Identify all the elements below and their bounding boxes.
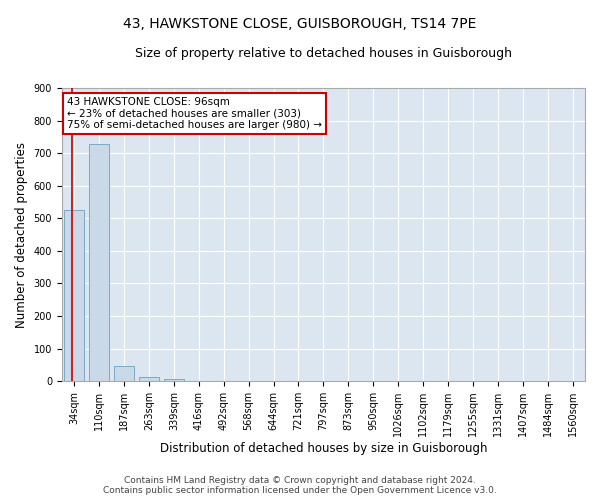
Bar [114,366,134,381]
Title: Size of property relative to detached houses in Guisborough: Size of property relative to detached ho… [135,48,512,60]
Bar [89,144,109,381]
Bar [64,210,84,381]
Y-axis label: Number of detached properties: Number of detached properties [15,142,28,328]
Text: 43 HAWKSTONE CLOSE: 96sqm
← 23% of detached houses are smaller (303)
75% of semi: 43 HAWKSTONE CLOSE: 96sqm ← 23% of detac… [67,97,322,130]
Bar [139,377,159,381]
X-axis label: Distribution of detached houses by size in Guisborough: Distribution of detached houses by size … [160,442,487,455]
Text: 43, HAWKSTONE CLOSE, GUISBOROUGH, TS14 7PE: 43, HAWKSTONE CLOSE, GUISBOROUGH, TS14 7… [124,18,476,32]
Text: Contains HM Land Registry data © Crown copyright and database right 2024.
Contai: Contains HM Land Registry data © Crown c… [103,476,497,495]
Bar [164,379,184,381]
